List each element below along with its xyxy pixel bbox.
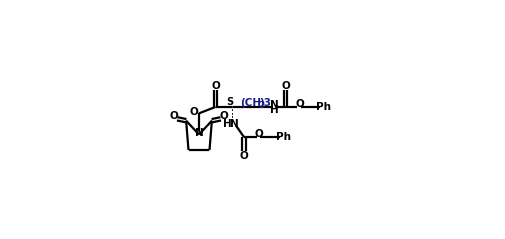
Text: O: O [240, 151, 248, 161]
Text: N: N [230, 119, 238, 129]
Text: Ph: Ph [316, 102, 331, 112]
Text: (CH: (CH [240, 98, 261, 108]
Text: H: H [223, 119, 232, 129]
Text: Ph: Ph [276, 132, 291, 142]
Text: O: O [281, 81, 290, 91]
Text: O: O [255, 129, 263, 139]
Text: O: O [295, 98, 304, 109]
Text: )3: )3 [259, 98, 271, 108]
Text: S: S [227, 97, 234, 107]
Text: H: H [271, 105, 279, 115]
Text: O: O [189, 107, 198, 117]
Text: N: N [271, 100, 279, 110]
Text: O: O [211, 81, 220, 91]
Text: O: O [220, 111, 228, 121]
Text: O: O [170, 111, 178, 121]
Text: N: N [194, 128, 204, 138]
Text: 2: 2 [258, 101, 264, 110]
